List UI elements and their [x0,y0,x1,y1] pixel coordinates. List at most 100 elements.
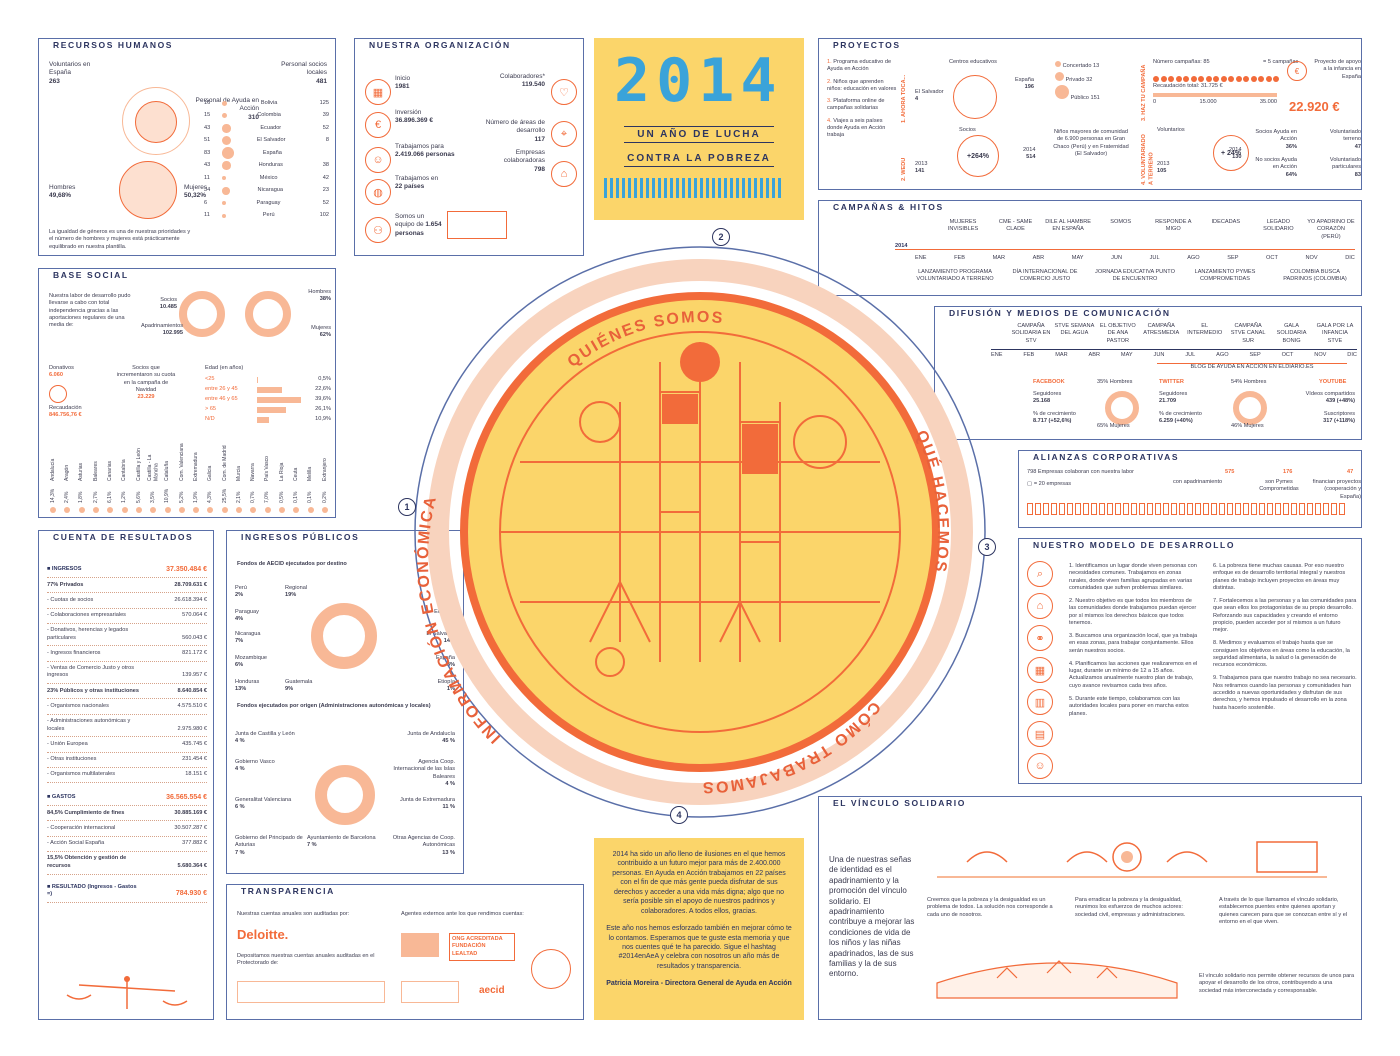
region-name: Com. de Madrid [221,445,228,481]
country-dot [222,113,228,119]
donut-label-value: 14% [443,638,455,645]
seal-icon [531,949,571,989]
campaign-dot [1228,76,1234,82]
country-name: México [259,174,278,181]
personal-label: Personal de Ayuda en Acción 310 [195,97,260,121]
account-label: - Cuotas de socios [47,596,94,603]
timeline-event: LANZAMIENTO PROGRAMA VOLUNTARIADO A TERR… [916,269,994,283]
l-176: son Pymes Comprometidas [1259,479,1299,493]
media-event: CAMPAÑA STVE CANAL SUR [1230,323,1266,344]
socios-label: Socios [959,127,976,133]
country-dot [222,186,230,195]
account-row: ■ GASTOS 36.565.554 € [47,789,207,807]
center-svg: QUIÉNES SOMOS QUÉ HACEMOS CÓMO TRABAJAMO… [413,246,986,818]
donut-label: Junta de Andalucía 45 % [385,731,455,746]
timeline-event: YO APADRINO DE CORAZÓN (PERÚ) [1307,219,1355,240]
country-name: Paraguay [256,199,281,206]
account-label: - Unión Europea [47,740,88,747]
company-icon [1227,503,1233,515]
socios-ayuda: Socios Ayuda en Acción 36% [1255,129,1297,150]
country-row: 51 El Salvador 8 [204,135,329,148]
country-row: 6 Paraguay 52 [204,197,329,210]
search-icon: ⌕ [1027,561,1053,587]
donut-label-value: 8% [446,662,455,669]
donut-label-value: 2% [235,592,244,599]
region-value: 0,2% [321,491,328,503]
donut-label-name: Paraguay [235,609,259,615]
donut-label-name: Nicaragua [235,631,261,637]
step-icons: ⌕ ⌂ ⚭ ▦ ▥ ▤ ☺ ✓ [1027,561,1057,783]
company-icon [1331,503,1337,515]
country-dot [222,161,231,170]
list-item: 2. Niños que aprenden niños: educación e… [827,78,897,92]
donut-label-name: Mozambique [235,655,268,661]
donut-label-name: Guatemala [285,679,313,685]
age-label: > 65 [205,406,217,413]
region-dot [293,507,300,513]
country-name: Colombia [257,112,281,119]
month-label: DIC [1345,255,1355,261]
account-value: 5.680.364 € [177,862,207,869]
vinculo-t3: A través de lo que llamamos el vínculo s… [1219,897,1348,925]
donut-label-name: Agencia Coop. Internacional de las Islas… [393,759,455,780]
step-2: 2 [712,228,730,246]
campaign-dot [1250,76,1257,82]
campaign-dot [1160,76,1167,82]
socios-label: Personal socios locales 481 [281,61,327,85]
campaign-dot [1198,76,1204,82]
country-b: 38 [322,162,329,169]
region-dot [178,507,185,513]
company-icon [1307,503,1313,515]
timeline-event: DILE AL HAMBRE EN ESPAÑA [1045,219,1092,233]
region-name: Melilla [307,466,314,481]
age-bar [257,417,269,423]
inicio: Inicio 1981 [395,75,411,91]
proyecto-apoyo: Proyecto de apoyo a la infancia en Españ… [1314,59,1361,80]
media-event: GALA POR LA INFANCIA STVE [1316,323,1354,344]
timeline-event: RESPONDE A MIGO [1155,219,1192,233]
panel-difusion: DIFUSIÓN Y MEDIOS DE COMUNICACIÓN CAMPAÑ… [934,306,1362,440]
company-icon [1187,503,1193,515]
donut-label: Junta de Castilla y León 4 % [235,731,305,746]
audit-text: Nuestras cuentas anuales son auditadas p… [237,911,350,917]
globe-icon: ◍ [365,179,391,205]
donut-label-name: Gobierno del Principado de Asturias [235,835,303,849]
tw-seg: Seguidores 21.709 [1159,391,1188,405]
donut-label-name: Junta de Andalucía [407,731,455,737]
age-bar-track [257,387,301,393]
donut-label-value: 13% [235,686,247,693]
wedu-text: Niños mayores de comunidad de 6.900 pers… [1053,129,1129,157]
aecid-logo: aecid [479,985,505,996]
model-step: 4. Planificamos las acciones que realiza… [1069,660,1198,689]
panel-organizacion: NUESTRA ORGANIZACIÓN ▦ Inicio 1981 € Inve… [354,38,584,256]
age-bar-track [257,377,301,383]
region-value: 2,4% [64,491,71,503]
company-icon [1067,503,1073,515]
country-b: 52 [322,124,329,131]
region-dot [321,507,328,513]
colaboradores: Colaboradores* 119.540 [499,73,545,89]
month-label: OCT [1281,352,1294,358]
region-name: Asturias [78,462,85,481]
account-value: 231.454 € [182,756,207,763]
region-name: Aragón [64,464,71,481]
timeline-top: MUJERES INVISIBLES CME - SAME CLADE DILE A… [939,219,1355,241]
building-icon: ▥ [1027,689,1053,715]
account-row: ■ INGRESOS 37.350.484 € [47,561,207,579]
month-label: MAY [1071,255,1084,261]
step-4: 4 [670,806,688,824]
donut-label-value: 45 % [442,738,455,745]
panel-title: DIFUSIÓN Y MEDIOS DE COMUNICACIÓN [943,307,1177,320]
campaign-dots [1153,69,1283,87]
region-col: Baleares 2,7% [90,441,102,513]
region-value: 0,1% [307,491,314,503]
year-2013: 2013 141 [915,161,928,175]
inversion: Inversión 36.896.369 € [395,109,433,125]
account-row: - Administraciones autonómicas y locales… [47,715,207,738]
account-row: 77% Privados 28.709.631 € [47,578,207,594]
month-label: MAR [1055,352,1068,358]
region-name: Ceuta [293,467,300,481]
age-label: <25 [205,376,215,383]
panel-alianzas: ALIANZAS CORPORATIVAS 798 Empresas colab… [1018,450,1362,528]
account-row: - Otras instituciones 231.454 € [47,753,207,768]
